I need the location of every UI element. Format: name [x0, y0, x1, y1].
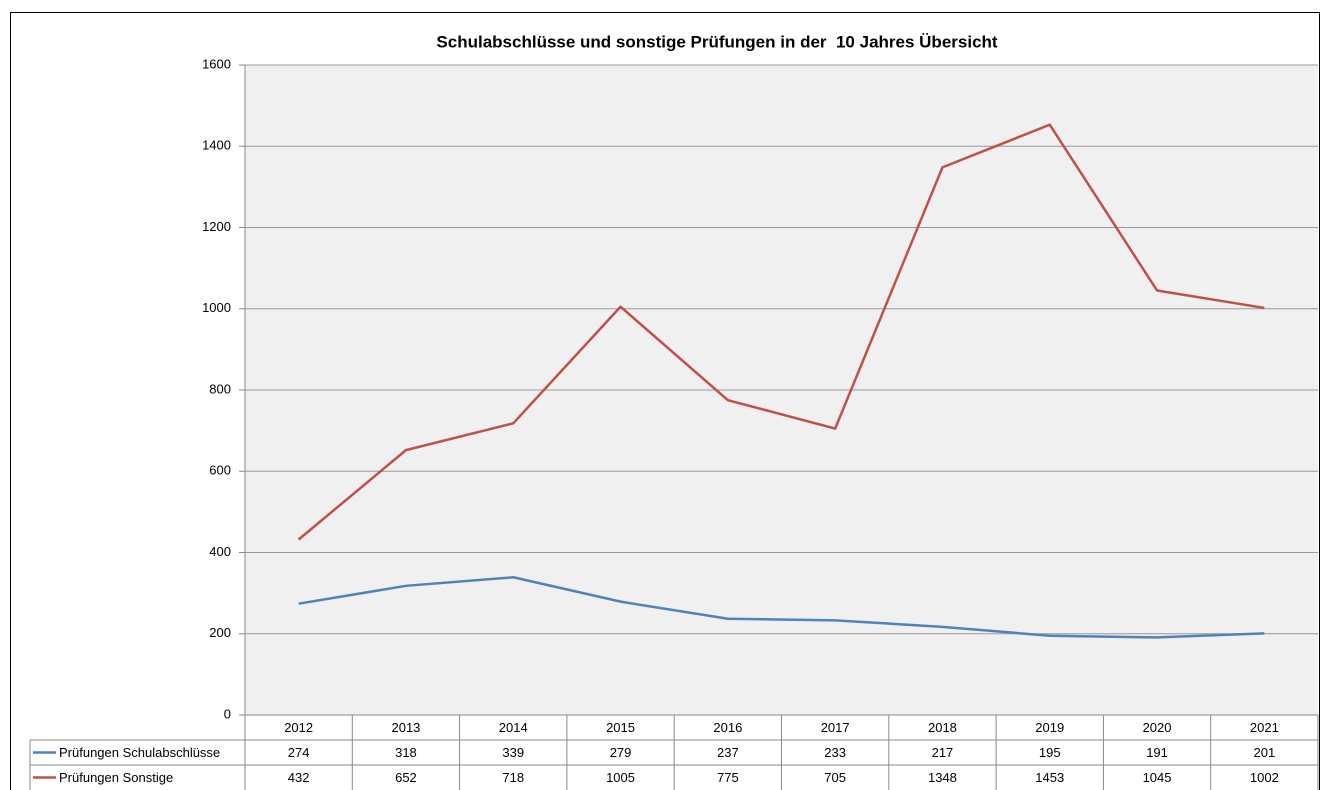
x-tick-label: 2015	[606, 720, 635, 735]
series-line	[298, 576, 1265, 639]
table-value: 1002	[1250, 770, 1279, 785]
table-value: 201	[1253, 745, 1275, 760]
y-tick-label: 800	[209, 381, 231, 396]
table-value: 1453	[1035, 770, 1064, 785]
table-value: 279	[610, 745, 632, 760]
legend-label: Prüfungen Schulabschlüsse	[59, 745, 220, 760]
table-value: 432	[288, 770, 310, 785]
y-tick-label: 200	[209, 625, 231, 640]
table-value: 217	[932, 745, 954, 760]
table-value: 718	[502, 770, 524, 785]
y-tick-label: 1400	[202, 138, 231, 153]
table-value: 233	[824, 745, 846, 760]
x-tick-label: 2017	[821, 720, 850, 735]
x-tick-label: 2013	[391, 720, 420, 735]
series-line	[297, 123, 1265, 541]
y-tick-label: 400	[209, 544, 231, 559]
legend-label: Prüfungen Sonstige	[59, 770, 173, 785]
x-tick-label: 2020	[1143, 720, 1172, 735]
table-value: 195	[1039, 745, 1061, 760]
x-tick-label: 2018	[928, 720, 957, 735]
chart-title: Schulabschlüsse und sonstige Prüfungen i…	[436, 32, 997, 51]
x-tick-label: 2012	[284, 720, 313, 735]
table-value: 1348	[928, 770, 957, 785]
x-tick-label: 2021	[1250, 720, 1279, 735]
x-tick-label: 2014	[499, 720, 528, 735]
table-value: 237	[717, 745, 739, 760]
y-tick-label: 1200	[202, 219, 231, 234]
table-value: 274	[288, 745, 310, 760]
table-value: 191	[1146, 745, 1168, 760]
table-value: 705	[824, 770, 846, 785]
x-tick-label: 2019	[1035, 720, 1064, 735]
y-tick-label: 1000	[202, 300, 231, 315]
y-tick-label: 1600	[202, 56, 231, 71]
table-value: 339	[502, 745, 524, 760]
y-tick-label: 0	[224, 706, 231, 721]
x-tick-label: 2016	[713, 720, 742, 735]
table-value: 775	[717, 770, 739, 785]
table-value: 1045	[1143, 770, 1172, 785]
table-value: 652	[395, 770, 417, 785]
y-tick-label: 600	[209, 463, 231, 478]
table-value: 318	[395, 745, 417, 760]
table-value: 1005	[606, 770, 635, 785]
